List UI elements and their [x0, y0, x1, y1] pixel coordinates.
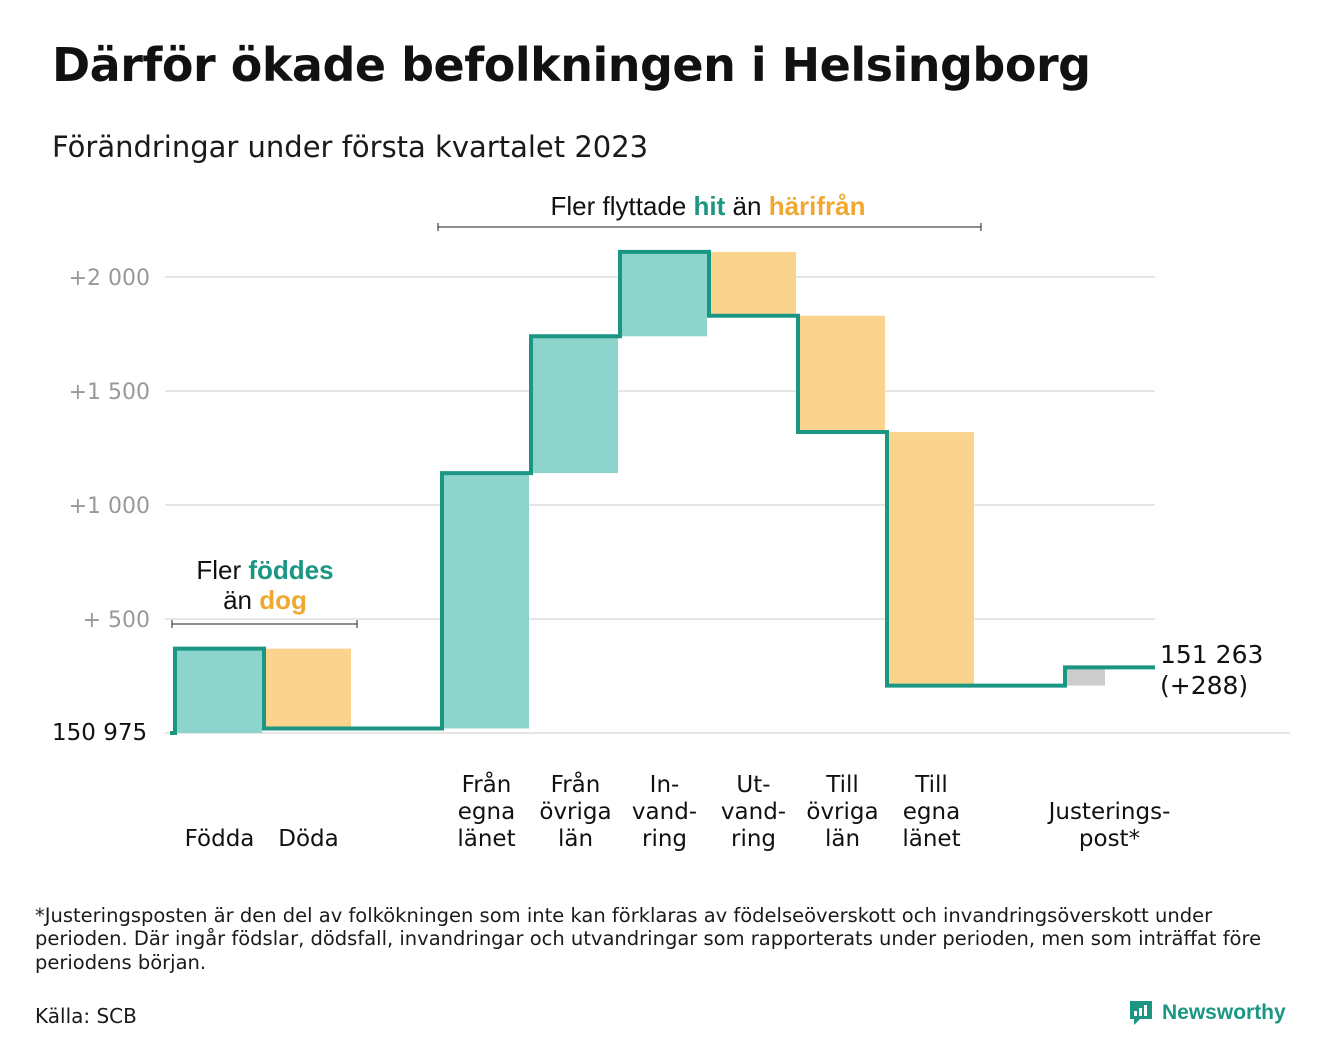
x-category-label: vand-: [721, 799, 786, 825]
bar-inflow: [175, 648, 262, 733]
x-category-label: In-: [650, 772, 680, 798]
migration-annotation-text: Fler flyttade hit än härifrån: [550, 191, 865, 221]
source-label: Källa: SCB: [35, 1004, 137, 1028]
births-deaths-annotation: Fler föddes än dog: [171, 555, 358, 628]
y-tick-label: +1 000: [69, 494, 150, 519]
x-category-label: Till: [914, 772, 948, 798]
cumulative-step-line: [170, 249, 1155, 735]
x-category-label: Justerings-: [1047, 799, 1171, 825]
bar-outflow: [264, 648, 351, 729]
x-category-label: Från: [551, 770, 601, 798]
newsworthy-logo-icon: [1130, 1001, 1152, 1025]
chart-title: Därför ökade befolkningen i Helsingborg: [52, 38, 1091, 92]
brand-logo: Newsworthy: [1128, 998, 1286, 1028]
x-category-label: länet: [457, 826, 515, 852]
bar-inflow: [442, 473, 529, 729]
labels: Födda DödaFrånegnalänetFrånövrigalänIn-va…: [185, 770, 1171, 852]
x-category-label: Döda: [278, 826, 338, 852]
gridlines: + 500 +1 000 +1 500 +2 000: [69, 266, 1290, 734]
bar-adjustment: [1065, 667, 1105, 686]
brand-name: Newsworthy: [1162, 1001, 1286, 1024]
bar-inflow: [531, 336, 618, 474]
births-deaths-annotation-line1: Fler föddes: [196, 555, 333, 585]
end-change-label: (+288): [1160, 671, 1248, 700]
x-category-label: övriga: [806, 799, 878, 825]
bar-outflow: [709, 251, 796, 316]
x-category-label: Från: [462, 770, 512, 798]
bar-outflow: [798, 315, 885, 433]
migration-annotation: Fler flyttade hit än härifrån: [437, 191, 982, 231]
x-category-label: Till: [825, 772, 859, 798]
chart-subtitle: Förändringar under första kvartalet 2023: [52, 130, 649, 164]
x-category-label: ring: [731, 826, 776, 852]
x-category-label: län: [825, 826, 860, 852]
baseline-value-label: 150 975: [52, 720, 147, 746]
step-line: [170, 249, 1155, 735]
footnote: *Justeringsposten är den del av folkökni…: [35, 904, 1262, 974]
x-category-label: post*: [1079, 826, 1140, 852]
x-category-label: län: [558, 826, 593, 852]
end-total-label: 151 263: [1160, 640, 1263, 669]
x-category-label: övriga: [539, 799, 611, 825]
bar-inflow: [620, 251, 707, 337]
x-category-label: egna: [903, 799, 960, 825]
y-tick-label: + 500: [83, 608, 150, 633]
x-category-label: Ut-: [736, 772, 770, 798]
bar-outflow: [887, 432, 974, 686]
y-tick-label: +2 000: [69, 266, 150, 291]
bars: [175, 251, 1105, 733]
births-deaths-annotation-line2: än dog: [223, 585, 307, 615]
x-category-label: egna: [458, 799, 515, 825]
x-category-label: vand-: [632, 799, 697, 825]
x-category-label: Födda: [185, 826, 255, 852]
y-tick-label: +1 500: [69, 380, 150, 405]
waterfall-chart: + 500+1 000+1 500+2 000 Födda DödaFrånegn…: [52, 191, 1290, 852]
x-category-label: ring: [642, 826, 687, 852]
x-category-label: länet: [902, 826, 960, 852]
